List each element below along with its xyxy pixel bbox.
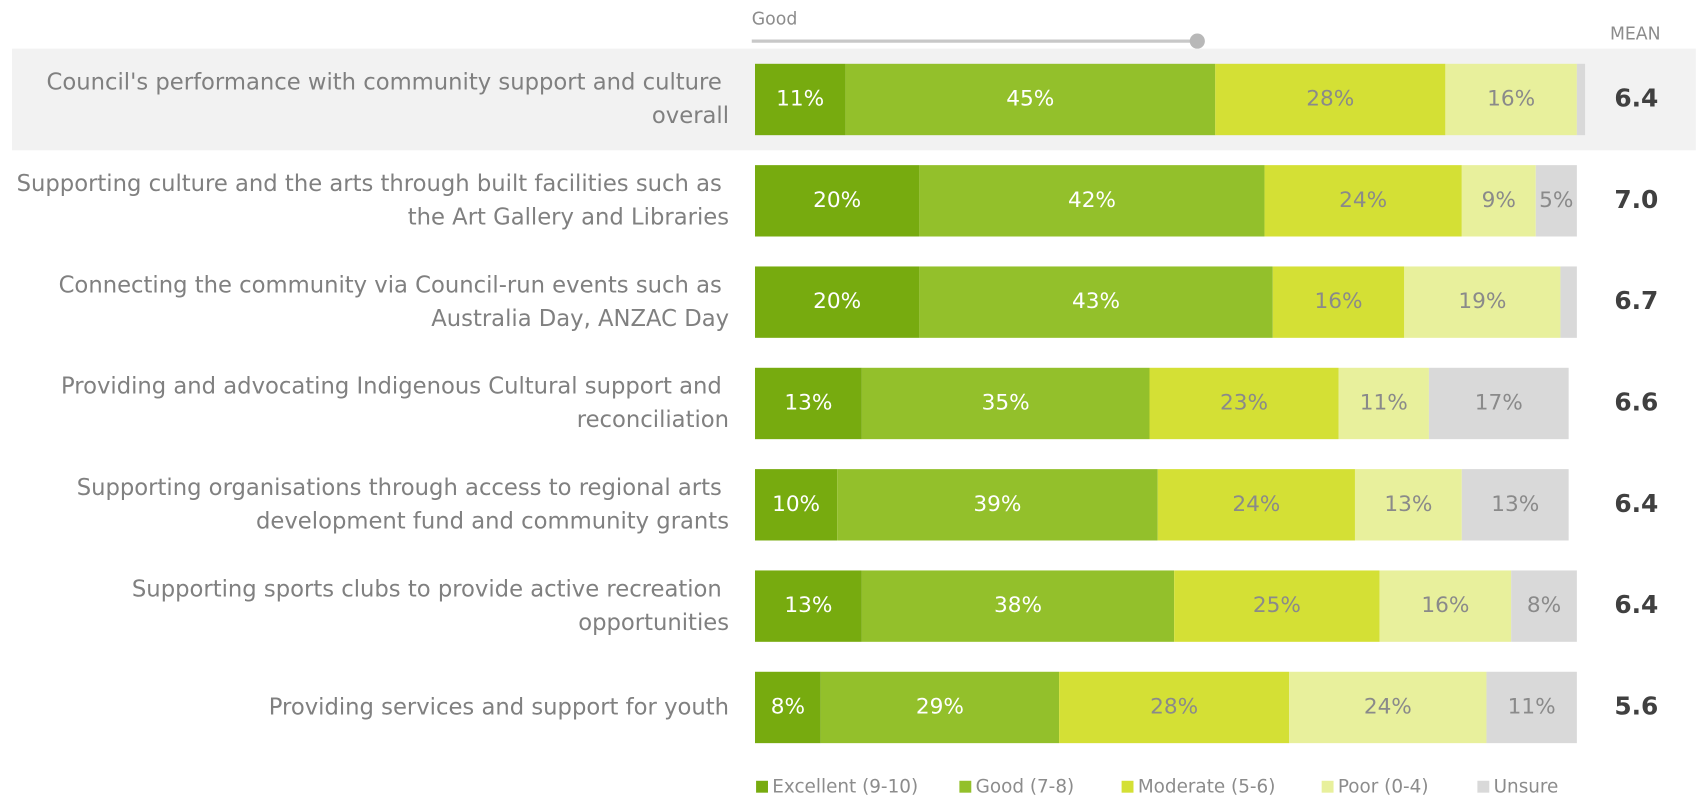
legend-swatch xyxy=(1321,780,1334,793)
bar-segment xyxy=(1461,469,1569,541)
data-label: 5% xyxy=(1539,188,1573,213)
bar-segment xyxy=(1486,671,1577,744)
data-label: 38% xyxy=(994,593,1042,618)
bar-segment xyxy=(919,266,1273,338)
data-label: 24% xyxy=(1232,492,1280,517)
legend-label: Good (7-8) xyxy=(976,776,1075,797)
bar-segment xyxy=(1354,469,1462,541)
legend-swatch xyxy=(1121,780,1134,793)
bar-segment xyxy=(861,367,1150,440)
data-label: 13% xyxy=(784,390,832,415)
bar-segment xyxy=(1535,165,1577,237)
bar-segment xyxy=(1404,266,1561,338)
data-label: 20% xyxy=(813,289,861,314)
data-label: 17% xyxy=(1475,390,1523,415)
mean-value: 6.7 xyxy=(1614,286,1658,315)
bar-segment xyxy=(754,671,821,744)
data-label: 16% xyxy=(1315,289,1363,314)
bar-segment xyxy=(754,266,920,338)
category-label: Supporting organisations through access … xyxy=(77,475,729,535)
mean-value: 6.4 xyxy=(1614,590,1658,619)
bar-segment xyxy=(861,570,1175,642)
bar-segment xyxy=(1560,266,1577,338)
mean-value: 6.4 xyxy=(1614,83,1658,112)
bar-segment xyxy=(754,367,862,440)
bar-segment xyxy=(1428,367,1569,440)
legend-label: Unsure xyxy=(1494,776,1559,797)
bar-segment xyxy=(1174,570,1380,642)
data-label: 13% xyxy=(1384,492,1432,517)
bar-segment xyxy=(1511,570,1577,642)
category-label: Council's performance with community sup… xyxy=(47,69,729,129)
bar-segment xyxy=(1379,570,1512,642)
legend-label: Poor (0-4) xyxy=(1338,776,1429,797)
bar-segment xyxy=(1215,63,1446,136)
data-label: 20% xyxy=(813,188,861,213)
legend-swatch xyxy=(1477,780,1490,793)
data-label: 28% xyxy=(1150,694,1198,719)
data-label: 28% xyxy=(1306,86,1354,111)
bar-segment xyxy=(837,469,1158,541)
bar-segment xyxy=(1264,165,1462,237)
bar-segment xyxy=(1157,469,1355,541)
category-label: Supporting culture and the arts through … xyxy=(17,171,729,231)
bar-segment xyxy=(1289,671,1487,744)
category-label: Connecting the community via Council-run… xyxy=(59,272,729,332)
data-label: 9% xyxy=(1482,188,1516,213)
mean-value: 6.4 xyxy=(1614,489,1658,518)
data-label: 42% xyxy=(1068,188,1116,213)
data-label: 8% xyxy=(771,694,805,719)
bar-segment xyxy=(1461,165,1536,237)
bar-segment xyxy=(1445,63,1577,136)
mean-value: 5.6 xyxy=(1614,691,1658,720)
category-label: Providing and advocating Indigenous Cult… xyxy=(61,373,729,433)
mean-value: 7.0 xyxy=(1614,185,1658,214)
data-label: 23% xyxy=(1220,390,1268,415)
category-label: Supporting sports clubs to provide activ… xyxy=(132,576,729,636)
data-label: 10% xyxy=(772,492,820,517)
bar-segment xyxy=(754,570,862,642)
legend-swatch xyxy=(756,780,768,793)
data-label: 16% xyxy=(1487,86,1535,111)
data-label: 19% xyxy=(1458,289,1506,314)
bar-segment xyxy=(1059,671,1290,744)
scale-handle xyxy=(1189,33,1205,49)
data-label: 45% xyxy=(1006,86,1054,111)
bar-segment xyxy=(1576,63,1586,136)
bar-segment xyxy=(754,165,920,237)
bar-segment xyxy=(1149,367,1339,440)
data-label: 13% xyxy=(1491,492,1539,517)
legend-label: Moderate (5-6) xyxy=(1138,776,1276,797)
legend-label: Excellent (9-10) xyxy=(772,776,918,797)
bar-segment xyxy=(1338,367,1429,440)
data-label: 8% xyxy=(1527,593,1561,618)
data-label: 16% xyxy=(1421,593,1469,618)
mean-header: MEAN xyxy=(1610,25,1661,45)
bar-segment xyxy=(845,63,1216,136)
bar-segment xyxy=(1272,266,1405,338)
bar-segment xyxy=(919,165,1265,237)
legend-swatch xyxy=(959,780,972,793)
category-label: Providing services and support for youth xyxy=(269,694,729,720)
data-label: 25% xyxy=(1253,593,1301,618)
data-label: 43% xyxy=(1072,289,1120,314)
data-label: 24% xyxy=(1339,188,1387,213)
data-label: 39% xyxy=(973,492,1021,517)
data-label: 13% xyxy=(784,593,832,618)
data-label: 11% xyxy=(1360,390,1408,415)
data-label: 11% xyxy=(776,86,824,111)
data-label: 24% xyxy=(1364,694,1412,719)
data-label: 11% xyxy=(1508,694,1556,719)
bar-segment xyxy=(754,469,838,541)
mean-value: 6.6 xyxy=(1614,387,1658,416)
scale-label: Good xyxy=(752,9,798,29)
bar-segment xyxy=(820,671,1060,744)
data-label: 35% xyxy=(982,390,1030,415)
data-label: 29% xyxy=(916,694,964,719)
bar-segment xyxy=(754,63,846,136)
